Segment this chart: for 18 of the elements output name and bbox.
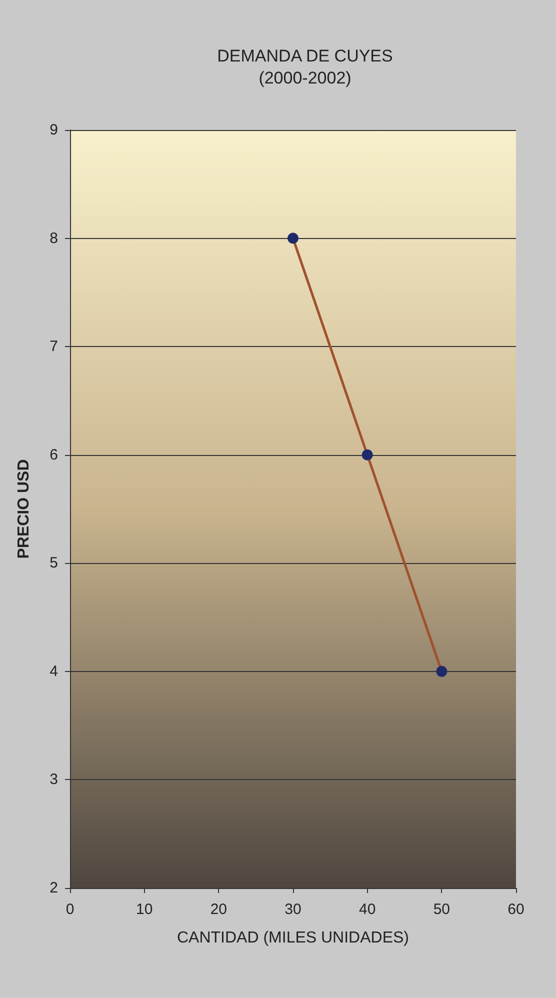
y-axis-title: PRECIO USD bbox=[16, 459, 32, 559]
chart-title: DEMANDA DE CUYES (2000-2002) bbox=[217, 46, 393, 88]
x-tick-label: 10 bbox=[136, 901, 153, 918]
x-axis-title: CANTIDAD (MILES UNIDADES) bbox=[176, 930, 410, 946]
x-tick-label: 30 bbox=[284, 901, 302, 918]
x-tick-label: 50 bbox=[433, 901, 450, 918]
x-tick-label: 0 bbox=[66, 901, 74, 918]
y-tick-label: 5 bbox=[50, 554, 58, 572]
y-tick-label: 9 bbox=[50, 122, 58, 138]
y-tick-label: 2 bbox=[50, 880, 58, 896]
x-tick-label: 60 bbox=[508, 901, 524, 918]
x-tick-label: 20 bbox=[210, 901, 228, 918]
y-tick-label: 6 bbox=[50, 446, 58, 464]
y-tick-label: 3 bbox=[50, 771, 58, 788]
x-tick-label: 40 bbox=[358, 901, 376, 918]
y-tick-label: 7 bbox=[50, 338, 58, 356]
y-tick-label: 8 bbox=[50, 230, 58, 247]
y-tick-label: 4 bbox=[50, 662, 58, 680]
